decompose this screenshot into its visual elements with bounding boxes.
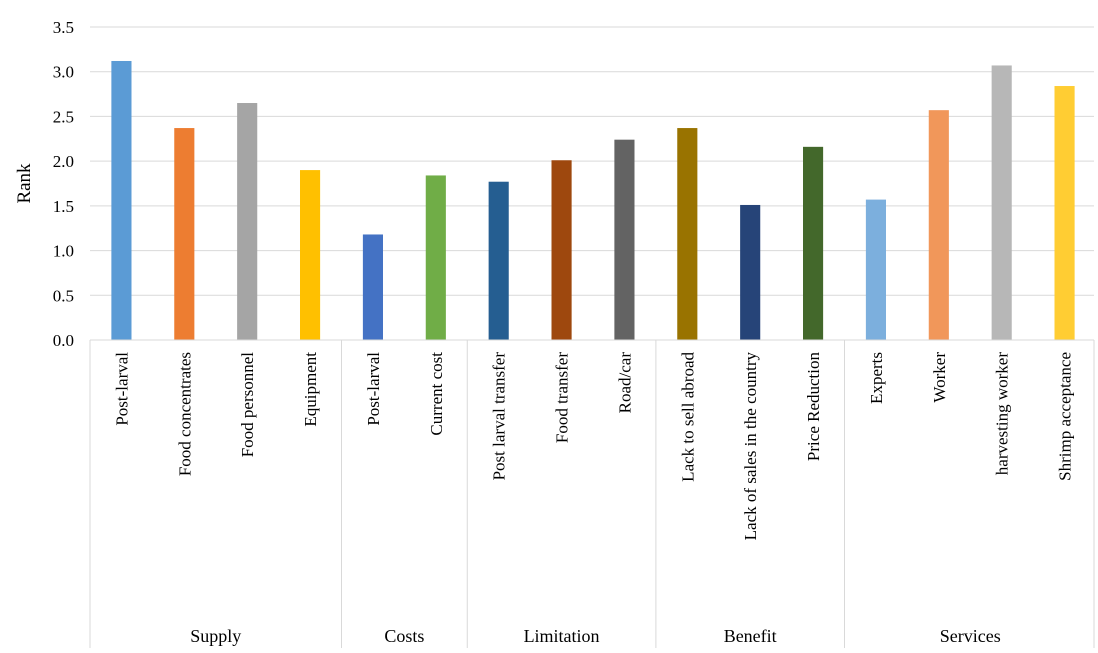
- bar: [677, 128, 698, 340]
- bar: [237, 103, 258, 340]
- group-label: Benefit: [724, 626, 777, 646]
- category-label: Experts: [867, 352, 886, 404]
- y-tick-label: 0.0: [53, 331, 74, 350]
- category-label: Current cost: [427, 352, 446, 436]
- category-label: Shrimp acceptance: [1056, 352, 1075, 481]
- bar: [362, 234, 383, 340]
- bar: [803, 146, 824, 340]
- bar: [614, 139, 635, 340]
- bar: [928, 110, 949, 340]
- y-tick-label: 3.5: [53, 18, 74, 37]
- bar: [740, 204, 761, 340]
- group-label: Costs: [384, 626, 424, 646]
- bar: [551, 160, 572, 340]
- y-tick-label: 2.5: [53, 107, 74, 126]
- category-label: Worker: [930, 352, 949, 403]
- category-label: Post-larval: [364, 352, 383, 426]
- group-label: Limitation: [524, 626, 600, 646]
- bar: [1054, 86, 1075, 340]
- category-label: Post-larval: [112, 352, 131, 426]
- category-label: Food concentrates: [175, 352, 194, 476]
- y-tick-label: 3.0: [53, 63, 74, 82]
- bar: [865, 199, 886, 340]
- category-label: Price Reduction: [804, 352, 823, 462]
- bar: [111, 60, 132, 341]
- category-label: Road/car: [615, 352, 634, 414]
- bars: [111, 60, 1075, 341]
- y-tick-label: 0.5: [53, 286, 74, 305]
- category-label: Post larval transfer: [490, 352, 509, 481]
- bar: [300, 170, 321, 340]
- y-axis-ticks: 0.0 0.5 1.0 1.5 2.0 2.5 3.0 3.5: [53, 18, 74, 350]
- y-tick-label: 1.0: [53, 242, 74, 261]
- category-label: Food transfer: [553, 352, 572, 443]
- category-label: harvesting worker: [993, 352, 1012, 476]
- bar: [425, 175, 446, 340]
- group-separators: [89, 340, 1095, 648]
- bar: [174, 128, 195, 340]
- y-tick-label: 2.0: [53, 152, 74, 171]
- bar: [488, 181, 509, 340]
- category-label: Food personnel: [238, 352, 257, 458]
- group-label: Services: [940, 626, 1001, 646]
- category-label: Equipment: [301, 352, 320, 427]
- y-tick-label: 1.5: [53, 197, 74, 216]
- group-labels: Supply Costs Limitation Benefit Services: [190, 626, 1001, 646]
- category-label: Lack to sell abroad: [678, 352, 697, 482]
- category-label: Lack of sales in the country: [741, 352, 760, 541]
- category-labels: Post-larval Food concentrates Food personn…: [112, 352, 1074, 541]
- bar: [991, 65, 1012, 340]
- y-axis-title: Rank: [14, 163, 35, 204]
- gridlines: [90, 26, 1094, 296]
- group-label: Supply: [190, 626, 241, 646]
